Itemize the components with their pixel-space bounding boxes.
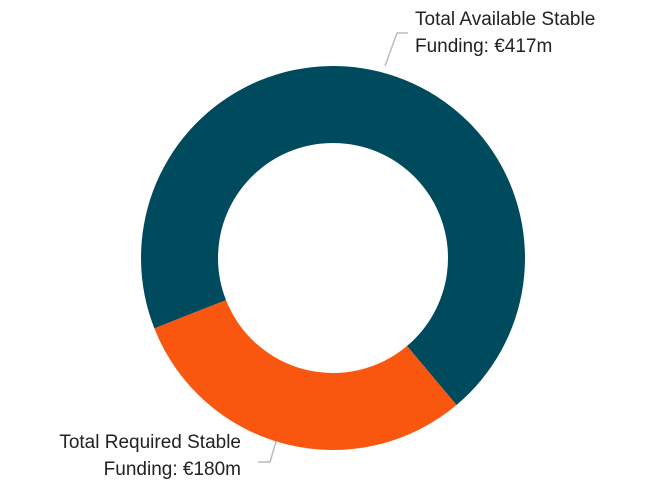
data-label: Funding: €180m — [104, 459, 241, 480]
donut-segment — [154, 300, 457, 450]
donut-segment — [141, 66, 526, 405]
data-label: Total Required Stable — [59, 432, 241, 453]
data-label: Funding: €417m — [415, 36, 552, 57]
leader-line — [384, 32, 408, 67]
data-label: Total Available Stable — [415, 9, 595, 30]
